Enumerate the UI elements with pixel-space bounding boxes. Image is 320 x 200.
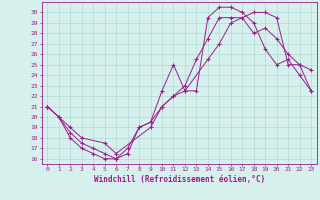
X-axis label: Windchill (Refroidissement éolien,°C): Windchill (Refroidissement éolien,°C) — [94, 175, 265, 184]
